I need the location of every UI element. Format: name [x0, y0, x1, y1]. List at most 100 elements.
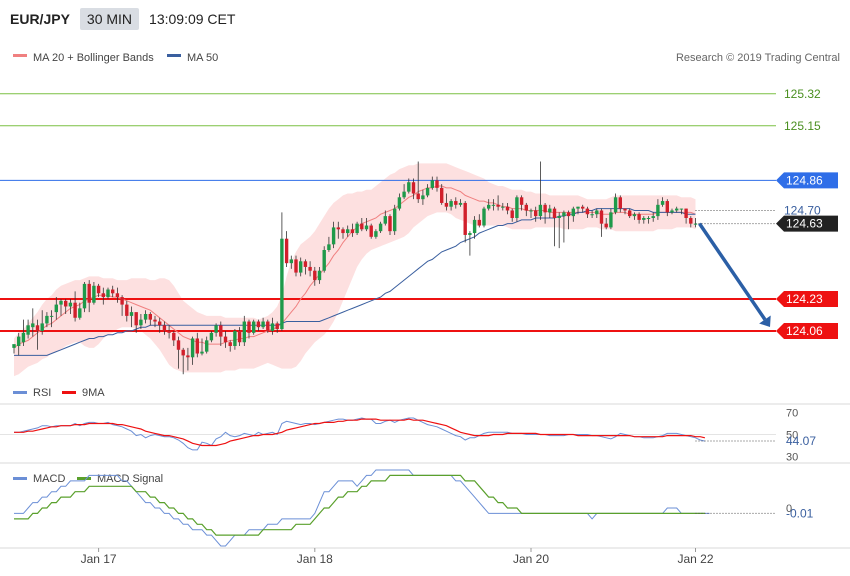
candle-body — [336, 227, 340, 230]
candle — [454, 197, 458, 209]
candle-body — [693, 223, 698, 225]
candle-body — [491, 204, 496, 206]
candle — [280, 212, 284, 331]
candle-body — [618, 197, 622, 209]
level-tag-124.86 — [776, 172, 838, 189]
candle-body — [294, 259, 298, 273]
candle — [233, 329, 237, 350]
candle — [214, 323, 218, 337]
candle — [585, 206, 590, 218]
candle-body — [628, 210, 632, 217]
candle-body — [167, 330, 171, 333]
x-tick-label: Jan 17 — [81, 552, 117, 566]
candle-body — [355, 223, 359, 234]
candle — [519, 195, 524, 211]
chart-header: EUR/JPY 30 MIN 13:09:09 CET — [10, 8, 235, 30]
candle-body — [505, 206, 510, 211]
candle-body — [143, 314, 148, 320]
currency-pair[interactable]: EUR/JPY — [10, 11, 70, 27]
candle — [458, 199, 463, 207]
candle — [143, 310, 148, 324]
candle — [158, 317, 162, 333]
macd-legend: MACD MACD Signal — [13, 473, 163, 485]
candle — [430, 176, 434, 190]
candle-body — [172, 332, 176, 341]
candle — [609, 208, 613, 230]
ma50-line — [14, 208, 696, 356]
candle — [510, 208, 514, 222]
candle — [190, 336, 195, 365]
level-label-125.32: 125.32 — [784, 87, 821, 101]
candle — [275, 321, 279, 333]
candle — [689, 216, 693, 228]
macd-current-label: -0.01 — [786, 506, 814, 520]
level-label-124.23: 124.23 — [786, 292, 823, 306]
macd-signal-line — [14, 474, 705, 536]
rsi-ma-legend-label: 9MA — [82, 387, 105, 399]
candle — [172, 330, 176, 346]
candle-body — [195, 338, 199, 354]
candle — [595, 208, 599, 218]
candle — [632, 212, 637, 220]
candle — [496, 195, 500, 211]
candle — [120, 295, 124, 316]
rsi-panel: 70 50 30 44.07 — [0, 408, 816, 464]
candle — [590, 210, 594, 218]
candle-body — [280, 238, 284, 330]
candle-body — [421, 195, 425, 200]
timeframe-selector[interactable]: 30 MIN — [79, 8, 140, 30]
candle — [111, 285, 115, 298]
rsi-current-label: 44.07 — [786, 434, 816, 448]
candlesticks — [12, 161, 698, 375]
candle — [299, 257, 303, 277]
candle — [261, 317, 265, 330]
ma50-legend-swatch — [167, 54, 181, 57]
candle-body — [383, 216, 387, 224]
candle — [176, 336, 181, 369]
candle — [421, 189, 425, 205]
candle — [26, 319, 30, 339]
x-axis: Jan 17 Jan 18 Jan 20 Jan 22 — [0, 547, 850, 566]
candle-body — [125, 304, 129, 316]
candle — [148, 312, 152, 326]
candle — [524, 202, 528, 217]
macd-signal-legend-label: MACD Signal — [97, 473, 163, 485]
candle — [501, 202, 505, 211]
candle-body — [458, 202, 463, 205]
candle — [468, 231, 472, 256]
candle — [322, 246, 326, 273]
macd-line — [14, 469, 710, 547]
candle-body — [266, 321, 270, 331]
candle-body — [129, 312, 134, 316]
candle-body — [599, 210, 604, 224]
candle-body — [284, 238, 289, 264]
candle — [106, 287, 110, 299]
macd-panel: 0-0.01 — [14, 469, 814, 547]
candle-body — [552, 208, 557, 218]
candle-body — [487, 204, 491, 209]
candle-body — [637, 214, 641, 220]
candle-body — [303, 261, 308, 267]
candle — [623, 208, 627, 215]
candle — [435, 176, 439, 192]
candle-body — [360, 223, 364, 230]
candle-body — [181, 349, 185, 356]
candle-body — [21, 332, 26, 343]
candle-body — [233, 330, 237, 346]
candle — [675, 206, 679, 213]
candle-body — [228, 342, 232, 346]
candle-body — [78, 308, 82, 318]
candle — [665, 199, 669, 217]
candle — [449, 199, 453, 211]
forecast-arrow-line — [698, 222, 767, 321]
candle — [642, 216, 646, 224]
candle — [416, 161, 420, 203]
candle — [571, 206, 575, 222]
candle — [49, 310, 54, 328]
candle-body — [623, 208, 627, 211]
candle-body — [289, 259, 293, 264]
candle-body — [68, 302, 73, 307]
candle-body — [642, 218, 646, 220]
reference-price-label: 124.70 — [784, 203, 821, 217]
candle-body — [153, 319, 157, 322]
